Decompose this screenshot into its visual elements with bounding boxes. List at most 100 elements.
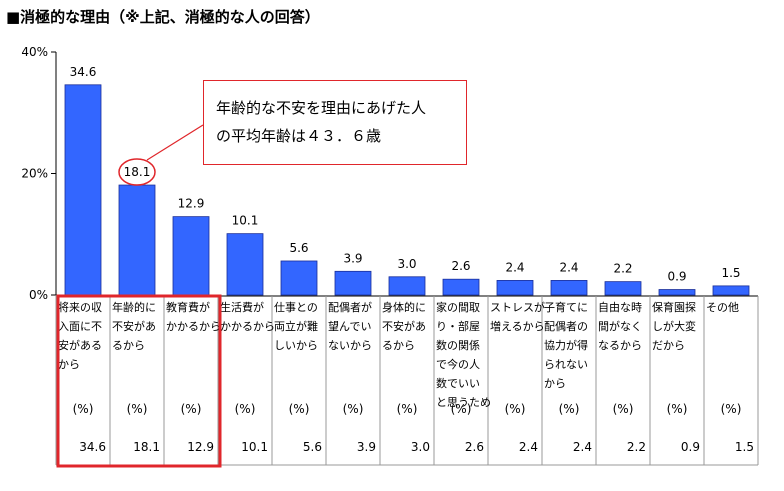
table-value: 3.9 [357, 440, 376, 454]
unit-label: (%) [235, 402, 256, 416]
bar [658, 289, 696, 296]
unit-label: (%) [721, 402, 742, 416]
highlight-ellipse [118, 158, 156, 186]
category-label: かかるから [166, 320, 221, 333]
table-value: 12.9 [187, 440, 214, 454]
category-label: 配偶者が [328, 300, 372, 314]
table-value: 0.9 [681, 440, 700, 454]
bar [442, 278, 480, 296]
category-label: 教育費が [166, 300, 210, 314]
y-tick-label: 20% [21, 167, 48, 181]
category-label: 仕事との [274, 301, 318, 314]
table-value: 3.0 [411, 440, 430, 454]
category-label: 生活費が [220, 300, 264, 314]
category-label: 増えるから [490, 320, 545, 333]
category-label: から [544, 377, 566, 390]
category-label: 配偶者の [544, 320, 588, 333]
bar [550, 280, 588, 296]
unit-label: (%) [289, 402, 310, 416]
category-label: られない [544, 358, 588, 371]
bar-value-label: 5.6 [289, 241, 308, 255]
category-label: から [58, 358, 80, 371]
category-label: ないから [328, 339, 372, 352]
y-tick-label: 0% [29, 288, 48, 302]
category-label: ストレスが [490, 300, 545, 314]
category-label: 年齢的に [112, 300, 156, 314]
bar [496, 280, 534, 296]
category-label: 子育てに [544, 300, 588, 314]
bar [280, 260, 318, 296]
category-label: るから [382, 339, 415, 352]
bar [712, 285, 750, 296]
bar-value-label: 18.1 [124, 165, 151, 179]
bar [172, 216, 210, 296]
category-label: 自由な時 [598, 300, 642, 314]
category-label: 両立が難 [274, 319, 318, 333]
bar-value-label: 2.4 [505, 260, 524, 274]
category-label: しが大変 [652, 319, 696, 333]
bar [388, 276, 426, 296]
category-label: と思うため [436, 396, 491, 409]
callout-connector [146, 124, 204, 161]
highlight-box [56, 294, 222, 468]
bar [64, 84, 102, 296]
table-value: 10.1 [241, 440, 268, 454]
category-label: だから [652, 339, 685, 352]
bar-value-label: 12.9 [178, 197, 205, 211]
unit-label: (%) [343, 402, 364, 416]
category-label: 将来の収 [58, 301, 102, 314]
unit-label: (%) [667, 402, 688, 416]
category-label: 協力が得 [544, 338, 588, 352]
bar-value-label: 2.4 [559, 260, 578, 274]
unit-label: (%) [181, 402, 202, 416]
category-label: 身体的に [382, 300, 426, 314]
category-label: かかるから [220, 320, 275, 333]
category-label: 安がある [58, 338, 102, 352]
bar [334, 270, 372, 296]
table-value: 2.2 [627, 440, 646, 454]
category-label: 家の間取 [436, 300, 480, 314]
bar-value-label: 3.0 [397, 257, 416, 271]
bar [118, 184, 156, 296]
category-label: るから [112, 339, 145, 352]
unit-label: (%) [451, 402, 472, 416]
chart-title: ■消極的な理由（※上記、消極的な人の回答） [6, 8, 320, 26]
table-value: 34.6 [79, 440, 106, 454]
bar-value-label: 2.6 [451, 259, 470, 273]
category-label: なるから [598, 339, 642, 352]
category-label: 入面に不 [58, 320, 102, 333]
table-value: 1.5 [735, 440, 754, 454]
callout-line-2: の平均年齢は４３．６歳 [216, 127, 382, 145]
category-label: 不安があ [382, 319, 426, 333]
bar-value-label: 2.2 [613, 262, 632, 276]
bar-value-label: 3.9 [343, 251, 362, 265]
bar-value-label: 0.9 [667, 270, 686, 284]
bar-value-label: 1.5 [721, 266, 740, 280]
category-label: 数でいい [436, 377, 480, 390]
category-label: り・部屋 [436, 319, 480, 333]
table-value: 2.4 [519, 440, 538, 454]
unit-label: (%) [613, 402, 634, 416]
category-label: 望んでい [328, 320, 371, 333]
bar-value-label: 34.6 [70, 65, 97, 79]
callout-line-1: 年齢的な不安を理由にあげた人 [216, 99, 427, 117]
category-label: 間がなく [598, 319, 642, 333]
y-tick-label: 40% [21, 45, 48, 59]
table-value: 18.1 [133, 440, 160, 454]
category-label: 保育園探 [652, 300, 696, 314]
category-label: しいから [274, 339, 318, 352]
unit-label: (%) [73, 402, 94, 416]
table-value: 2.4 [573, 440, 592, 454]
unit-label: (%) [127, 402, 148, 416]
category-label: で今の人 [436, 357, 480, 371]
table-value: 5.6 [303, 440, 322, 454]
bar [226, 233, 264, 296]
table-value: 2.6 [465, 440, 484, 454]
unit-label: (%) [397, 402, 418, 416]
category-label: その他 [706, 301, 739, 314]
category-label: 不安があ [112, 319, 156, 333]
unit-label: (%) [505, 402, 526, 416]
unit-label: (%) [559, 402, 580, 416]
category-label: 数の関係 [436, 339, 480, 352]
